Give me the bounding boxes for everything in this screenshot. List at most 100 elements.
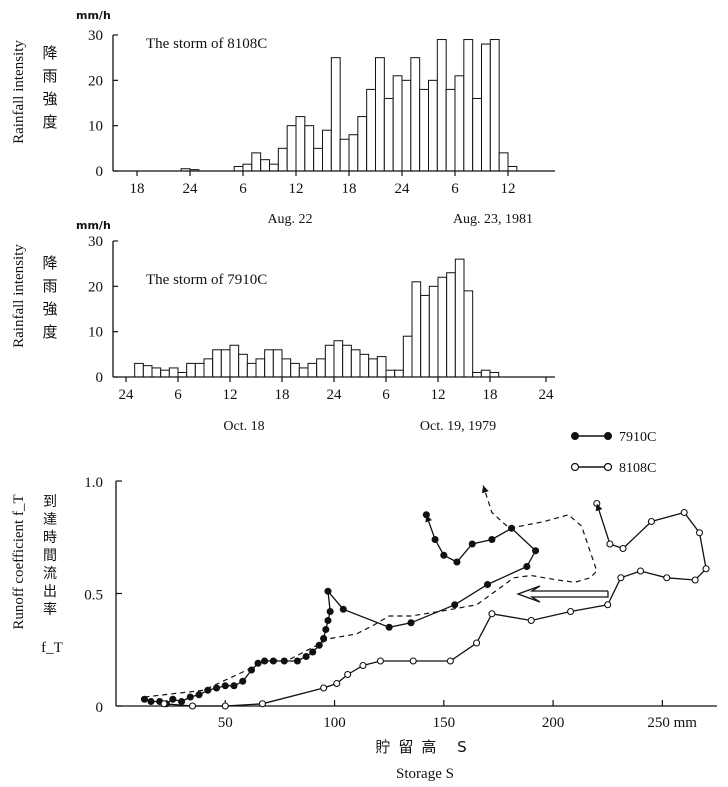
bar [383,97,394,172]
bar [401,79,412,172]
chart1-title: The storm of 8108C [146,36,267,52]
bar [142,365,153,378]
chart2-date-label-1: Oct. 18 [223,419,264,434]
bar [220,349,231,378]
bar [339,138,350,172]
x-tick-label: 12 [223,387,238,403]
chart1-ylabel-jp: 降雨強度 [42,44,57,131]
x-tick-label: 24 [119,387,135,403]
x-tick-label: 250 mm [647,715,697,731]
bar [368,358,378,378]
bar [454,258,465,378]
legend-marker-7910c-end [604,432,612,440]
x-tick-label: 18 [483,387,498,403]
y-tick-label: 0.5 [84,588,103,604]
x-tick-label: 24 [327,387,343,403]
y-tick-label: 0 [96,700,104,716]
series-7910C [140,511,540,708]
chart1-x-axis: 18 24 6 12 18 24 6 12 [113,170,555,197]
y-tick-label: 20 [88,279,103,295]
chart3-ylabel-jp: 到達時間流出率 [43,494,57,618]
data-point [488,535,496,544]
bar [463,39,474,172]
bar [277,147,288,172]
legend-label-8108c: 8108C [619,461,656,476]
chart-7910c: Rainfall intensity 降雨強度 mm/h The storm o… [11,219,555,434]
bar [498,152,509,172]
bar [357,116,368,172]
data-point [385,623,393,631]
data-point [339,605,347,613]
chart1-y-axis: 0 10 20 30 [88,28,118,180]
data-point [293,657,301,665]
bar [203,358,214,378]
chart2-ylabel-jp: 降雨強度 [42,254,57,341]
data-point [691,576,699,584]
data-point [344,670,352,679]
x-tick-label: 24 [183,181,199,197]
chart2-title: The storm of 7910C [146,272,267,288]
bar [272,349,283,378]
bar [348,134,359,172]
chart1-ylabel: Rainfall intensity [11,40,27,144]
bar [446,272,456,378]
bar [333,340,344,378]
bar [304,125,315,172]
data-point [322,625,330,634]
bar [350,349,361,378]
x-tick-label: 200 [542,715,565,731]
bar [507,165,518,172]
data-point [195,691,203,699]
data-point [309,648,317,656]
data-point [188,702,197,710]
bar [194,362,205,378]
data-point [431,535,439,544]
data-point [178,697,186,706]
data-point [324,616,332,625]
bar [445,88,456,172]
bar [392,75,403,172]
data-point [186,693,194,701]
data-point [523,562,531,571]
data-point [527,616,535,625]
data-point [239,677,247,685]
chart3-xlabel-jp: 貯留高 S [375,738,474,756]
data-point [468,540,476,548]
chart2-y-axis: 0 10 20 30 [88,234,118,386]
data-point [663,574,671,582]
bar [376,356,387,378]
data-point [221,682,229,690]
bar [419,88,429,172]
bar [151,367,162,378]
bar [295,116,306,172]
chart-runoff: Runoff coefficient f_T 到達時間流出率 f_T 0 0.5 1… [11,430,717,782]
bar [281,358,292,378]
data-point [440,551,448,559]
bar [489,39,500,172]
x-tick-label: 18 [342,181,357,197]
chart3-ylabel-symbol: f_T [41,640,63,656]
data-point [333,679,341,688]
bar [436,39,447,172]
chart2-bars [134,258,500,378]
bar [246,362,257,378]
data-point [567,607,575,616]
arrowhead-icon [481,485,489,494]
legend-marker-8108c [570,462,580,472]
bar [402,335,413,378]
y-tick-label: 0 [96,164,104,180]
bar [366,88,376,172]
x-tick-label: 18 [130,181,145,197]
bar [290,362,300,378]
x-tick-label: 12 [431,387,446,403]
data-point [147,697,155,706]
bar [375,57,385,172]
bar [286,125,297,172]
data-point [376,657,384,665]
chart1-date-label-1: Aug. 22 [267,212,312,227]
bar [342,344,352,378]
data-point [140,695,148,703]
bar [480,369,491,378]
data-point [617,574,625,582]
